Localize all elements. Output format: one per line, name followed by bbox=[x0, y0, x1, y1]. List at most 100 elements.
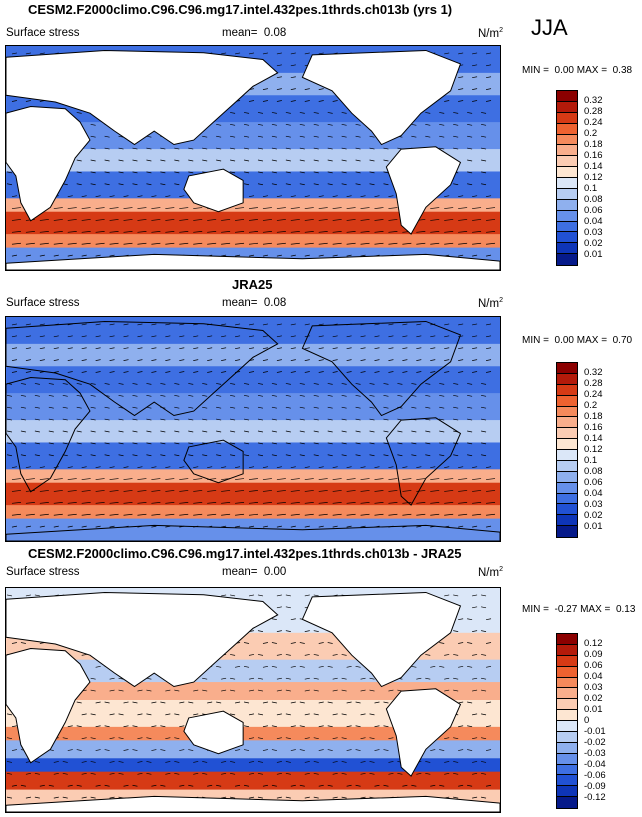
colorbar-level-label: 0.16 bbox=[584, 422, 603, 433]
map-canvas bbox=[6, 46, 500, 270]
panel-2-minmax: MIN = 0.00 MAX = 0.70 bbox=[522, 335, 633, 346]
colorbar-swatch bbox=[557, 232, 577, 244]
colorbar-swatch bbox=[557, 123, 577, 135]
colorbar-swatch bbox=[557, 395, 577, 407]
panel-2-mean: mean= 0.08 bbox=[222, 297, 287, 309]
colorbar-swatch bbox=[557, 797, 577, 808]
colorbar-swatch bbox=[557, 710, 577, 721]
coastline-australia bbox=[183, 710, 244, 755]
panel-3-mean: mean= 0.00 bbox=[222, 566, 287, 578]
colorbar-swatch bbox=[557, 721, 577, 732]
colorbar-level-label: 0.06 bbox=[584, 205, 603, 216]
panel-2-title: JRA25 bbox=[232, 277, 273, 292]
coastline-eurasia bbox=[6, 49, 279, 146]
colorbar-level-label: 0.12 bbox=[584, 172, 603, 183]
contour-band bbox=[6, 482, 500, 507]
coastline-australia bbox=[183, 439, 244, 484]
colorbar-swatch bbox=[557, 753, 577, 765]
colorbar-level-label: -0.09 bbox=[584, 781, 606, 792]
panel-2-colorbar bbox=[556, 362, 578, 538]
colorbar-level-label: 0.14 bbox=[584, 433, 603, 444]
panel-1-title: CESM2.F2000climo.C96.C96.mg17.intel.432p… bbox=[28, 2, 453, 17]
colorbar-level-label: 0.12 bbox=[584, 444, 603, 455]
panel-3-variable: Surface stress bbox=[6, 566, 80, 578]
panel-2-map bbox=[5, 316, 501, 542]
colorbar-swatch bbox=[557, 406, 577, 418]
colorbar-level-label: 0.24 bbox=[584, 117, 603, 128]
coastline-eurasia bbox=[6, 591, 279, 688]
colorbar-swatch bbox=[557, 199, 577, 211]
contour-band bbox=[6, 149, 500, 173]
colorbar-level-label: 0.03 bbox=[584, 499, 603, 510]
panel-1-colorbar bbox=[556, 90, 578, 266]
colorbar-level-label: 0.06 bbox=[584, 477, 603, 488]
colorbar-swatch bbox=[557, 156, 577, 168]
colorbar-level-label: 0.28 bbox=[584, 378, 603, 389]
panel-3-units: N/m2 bbox=[478, 566, 503, 579]
coastline-samerica bbox=[385, 688, 462, 777]
panel-1-mean: mean= 0.08 bbox=[222, 27, 287, 39]
coastline-namerica bbox=[301, 591, 462, 688]
coastline-samerica bbox=[385, 417, 462, 506]
map-canvas bbox=[6, 317, 500, 541]
colorbar-level-label: 0.24 bbox=[584, 389, 603, 400]
colorbar-level-label: 0.03 bbox=[584, 682, 603, 693]
season-label: JJA bbox=[531, 15, 568, 40]
colorbar-level-label: -0.02 bbox=[584, 737, 606, 748]
contour-band bbox=[6, 771, 500, 791]
coastline-antarctica bbox=[6, 524, 500, 541]
coastline-samerica bbox=[385, 146, 462, 235]
colorbar-level-label: 0.09 bbox=[584, 649, 603, 660]
colorbar-level-label: 0.18 bbox=[584, 411, 603, 422]
colorbar-swatch bbox=[557, 428, 577, 440]
colorbar-swatch bbox=[557, 677, 577, 689]
panel-1-minmax: MIN = 0.00 MAX = 0.38 bbox=[522, 65, 633, 76]
colorbar-level-label: 0.2 bbox=[584, 400, 598, 411]
coastline-namerica bbox=[301, 49, 462, 146]
contour-band bbox=[6, 469, 500, 484]
colorbar-level-label: 0.04 bbox=[584, 488, 603, 499]
colorbar-swatch bbox=[557, 764, 577, 776]
colorbar-swatch bbox=[557, 373, 577, 385]
colorbar-swatch bbox=[557, 439, 577, 450]
panel-3-map bbox=[5, 587, 501, 813]
map-canvas bbox=[6, 588, 500, 812]
colorbar-level-label: 0.01 bbox=[584, 704, 603, 715]
colorbar-level-label: 0.04 bbox=[584, 216, 603, 227]
colorbar-swatch bbox=[557, 526, 577, 537]
colorbar-swatch bbox=[557, 460, 577, 472]
contour-band bbox=[6, 505, 500, 520]
colorbar-level-label: -0.12 bbox=[584, 792, 606, 803]
colorbar-level-label: -0.03 bbox=[584, 748, 606, 759]
colorbar-swatch bbox=[557, 210, 577, 222]
colorbar-swatch bbox=[557, 134, 577, 146]
colorbar-swatch bbox=[557, 666, 577, 678]
coastline-australia bbox=[183, 168, 244, 213]
colorbar-level-label: 0.04 bbox=[584, 671, 603, 682]
colorbar-swatch bbox=[557, 731, 577, 743]
contour-band bbox=[6, 366, 500, 395]
colorbar-level-label: -0.04 bbox=[584, 759, 606, 770]
colorbar-level-label: -0.01 bbox=[584, 726, 606, 737]
coastline-africa bbox=[6, 647, 91, 764]
contour-band bbox=[6, 740, 500, 760]
panel-1-map bbox=[5, 45, 501, 271]
colorbar-swatch bbox=[557, 699, 577, 711]
colorbar-level-label: 0.14 bbox=[584, 161, 603, 172]
colorbar-swatch bbox=[557, 384, 577, 396]
colorbar-level-label: 0.08 bbox=[584, 194, 603, 205]
colorbar-level-label: 0.01 bbox=[584, 521, 603, 532]
colorbar-swatch bbox=[557, 178, 577, 189]
coastline-namerica bbox=[301, 320, 462, 417]
colorbar-swatch bbox=[557, 145, 577, 157]
colorbar-swatch bbox=[557, 221, 577, 233]
colorbar-swatch bbox=[557, 254, 577, 265]
colorbar-swatch bbox=[557, 634, 577, 645]
colorbar-swatch bbox=[557, 688, 577, 700]
colorbar-swatch bbox=[557, 167, 577, 178]
coastline-africa bbox=[6, 105, 91, 222]
colorbar-swatch bbox=[557, 493, 577, 505]
colorbar-level-label: -0.06 bbox=[584, 770, 606, 781]
contour-band bbox=[6, 726, 500, 742]
contour-band bbox=[6, 420, 500, 444]
